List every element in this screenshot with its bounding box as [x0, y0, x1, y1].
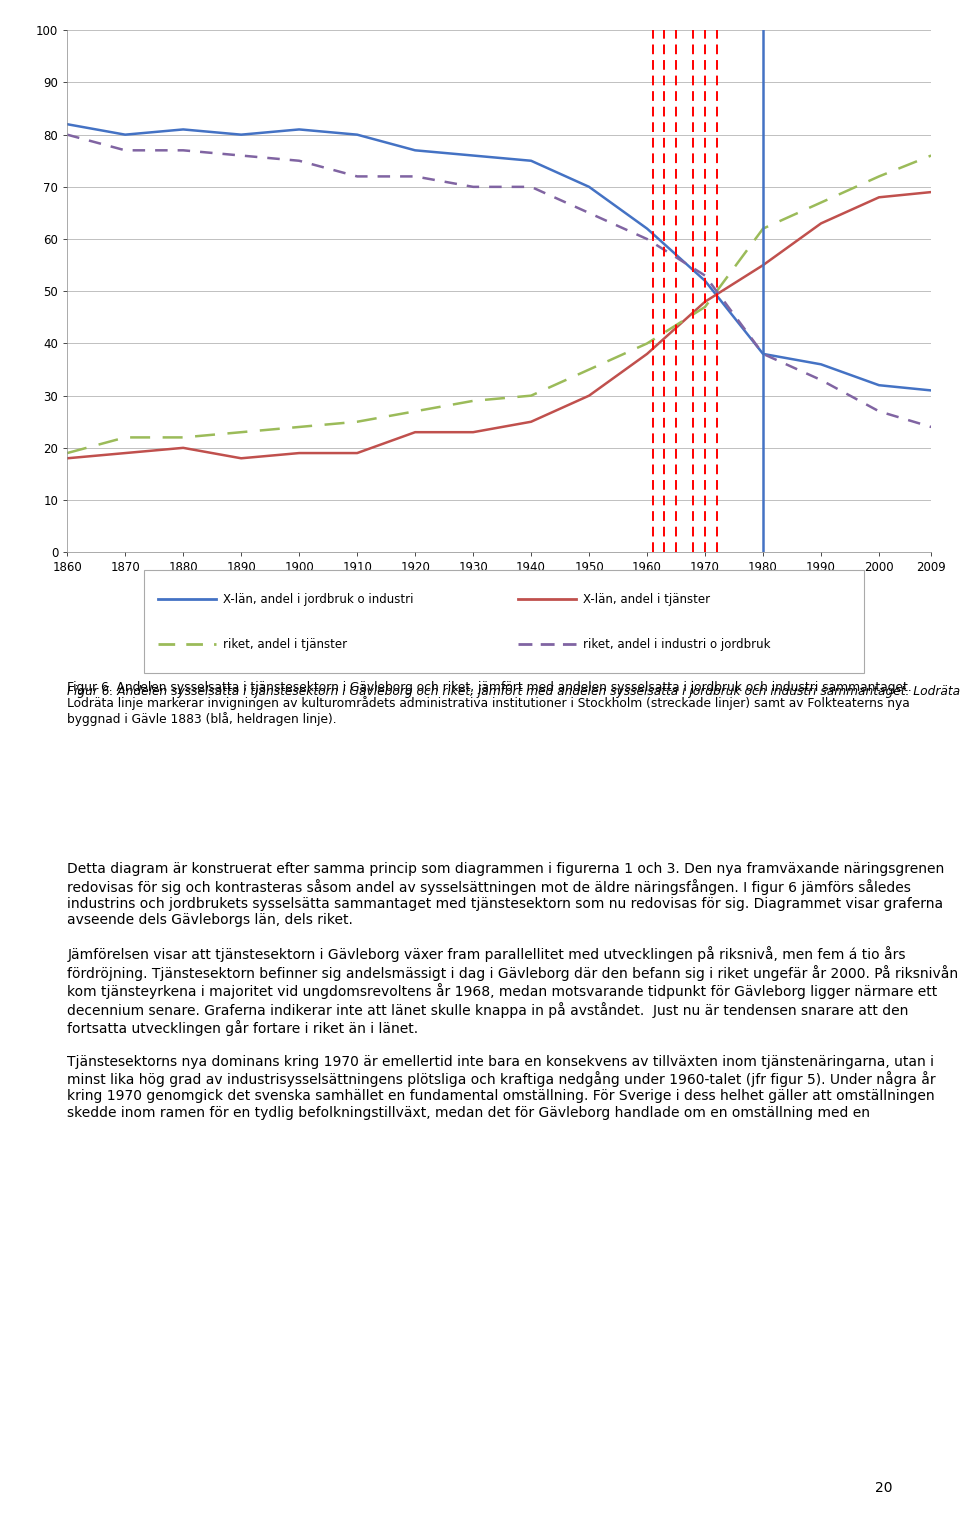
FancyBboxPatch shape: [144, 570, 864, 673]
Text: riket, andel i industri o jordbruk: riket, andel i industri o jordbruk: [584, 638, 771, 651]
Text: Figur 6. Andelen sysselsatta i tjänstesektorn i Gävleborg och riket, jämfört med: Figur 6. Andelen sysselsatta i tjänstese…: [67, 684, 960, 697]
Text: riket, andel i tjänster: riket, andel i tjänster: [223, 638, 348, 651]
Text: Figur 6. Andelen sysselsatta i tjänstesektorn i Gävleborg och riket, jämfört med: Figur 6. Andelen sysselsatta i tjänstese…: [67, 681, 912, 726]
Text: X-län, andel i jordbruk o industri: X-län, andel i jordbruk o industri: [223, 593, 414, 605]
Text: Detta diagram är konstruerat efter samma princip som diagrammen i figurerna 1 oc: Detta diagram är konstruerat efter samma…: [67, 862, 958, 1120]
Text: 20: 20: [876, 1481, 893, 1495]
Text: X-län, andel i tjänster: X-län, andel i tjänster: [584, 593, 710, 605]
